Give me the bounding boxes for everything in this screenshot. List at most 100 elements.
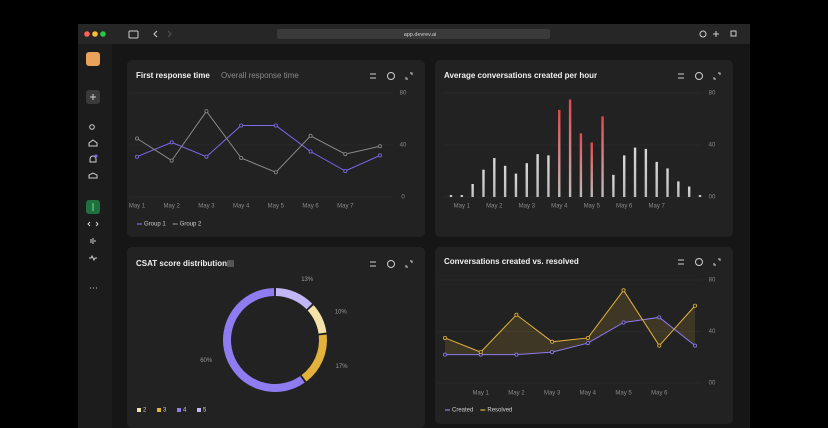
- x-tick-label: May 2: [508, 391, 525, 397]
- panel: [127, 60, 425, 237]
- filter-icon[interactable]: [370, 261, 376, 267]
- data-point: [442, 352, 447, 357]
- avatar[interactable]: [86, 52, 100, 66]
- expand-icon[interactable]: [405, 260, 413, 268]
- bar: [590, 142, 593, 197]
- maximize-button[interactable]: [100, 31, 106, 37]
- url-bar[interactable]: [277, 29, 550, 39]
- y-tick-label: 40: [709, 329, 716, 335]
- pie-slice: [307, 305, 327, 334]
- legend-label: Group 2: [180, 222, 202, 228]
- pie-slice: [301, 334, 327, 382]
- sidebar: [78, 44, 112, 428]
- x-tick-label: May 4: [233, 204, 250, 210]
- sidebar-toggle[interactable]: [128, 30, 139, 39]
- bar: [698, 195, 702, 197]
- data-point: [550, 350, 555, 355]
- data-point: [273, 170, 278, 175]
- filter-icon[interactable]: [678, 73, 684, 79]
- x-tick-label: May 2: [164, 204, 181, 210]
- info-icon[interactable]: [227, 260, 234, 267]
- series-line: [136, 125, 381, 172]
- activity-icon[interactable]: [89, 254, 97, 262]
- data-point: [204, 154, 209, 159]
- code-icon[interactable]: [87, 221, 99, 227]
- legend-label: 3: [163, 408, 167, 414]
- data-point: [514, 352, 519, 357]
- data-point: [657, 315, 662, 320]
- bar: [633, 147, 637, 197]
- audio-icon[interactable]: [90, 238, 96, 244]
- notifications-icon[interactable]: [89, 155, 97, 163]
- bar: [655, 161, 658, 197]
- legend-swatch: [157, 408, 161, 412]
- y-tick-label: 40: [709, 143, 716, 149]
- help-icon[interactable]: [695, 258, 703, 266]
- chart-title: Average conversations created per hour: [444, 71, 597, 80]
- x-tick-label: May 6: [616, 204, 633, 210]
- bar: [601, 116, 604, 197]
- data-point: [239, 123, 244, 128]
- minimize-button[interactable]: [92, 31, 98, 37]
- home-icon[interactable]: [88, 139, 98, 147]
- pie-slice: [223, 288, 305, 393]
- chart-tab[interactable]: Overall response time: [221, 71, 299, 80]
- close-button[interactable]: [84, 31, 90, 37]
- data-point: [169, 158, 174, 163]
- search-icon[interactable]: [89, 124, 95, 130]
- x-tick-label: May 1: [473, 391, 490, 397]
- expand-icon[interactable]: [713, 258, 721, 266]
- bar: [644, 148, 648, 197]
- bar: [536, 154, 539, 197]
- new-tab-button[interactable]: [713, 31, 719, 37]
- data-point: [693, 303, 698, 308]
- tabs-button[interactable]: [730, 30, 737, 37]
- data-point: [585, 335, 590, 340]
- expand-icon[interactable]: [405, 72, 413, 80]
- data-label: 17%: [336, 364, 349, 370]
- data-point: [585, 341, 590, 346]
- chart-title: CSAT score distribution: [136, 259, 227, 268]
- inbox-icon[interactable]: [88, 172, 98, 179]
- fill-between: [445, 290, 695, 355]
- bar: [503, 165, 507, 197]
- forward-button[interactable]: [167, 30, 172, 38]
- x-tick-label: May 6: [651, 391, 668, 397]
- pie-slice: [275, 288, 313, 310]
- help-icon[interactable]: [695, 72, 703, 80]
- bar: [471, 184, 474, 197]
- data-label: 10%: [335, 309, 348, 315]
- filter-icon[interactable]: [370, 73, 376, 79]
- legend-label: 4: [183, 408, 187, 414]
- legend-swatch: [137, 408, 141, 412]
- x-tick-label: May 1: [129, 204, 146, 210]
- bar: [460, 195, 464, 197]
- data-point: [204, 109, 209, 114]
- panel: [435, 60, 733, 237]
- y-tick-label: 00: [709, 195, 716, 201]
- x-tick-label: May 2: [486, 204, 503, 210]
- data-label: 60%: [200, 358, 213, 364]
- expand-icon[interactable]: [713, 72, 721, 80]
- notification-dot: [94, 154, 98, 158]
- bar: [677, 181, 680, 197]
- data-label: 13%: [301, 277, 314, 283]
- y-tick-label: 40: [400, 143, 407, 149]
- download-button[interactable]: [699, 30, 707, 38]
- legend-swatch: [197, 408, 201, 412]
- bar: [558, 109, 561, 197]
- data-point: [343, 152, 348, 157]
- bar: [514, 173, 518, 197]
- bar: [623, 155, 626, 197]
- help-icon[interactable]: [387, 72, 395, 80]
- data-point: [308, 149, 313, 154]
- help-icon[interactable]: [387, 260, 395, 268]
- legend-label: Resolved: [487, 408, 512, 414]
- back-button[interactable]: [153, 30, 158, 38]
- filter-icon[interactable]: [678, 259, 684, 265]
- x-tick-label: May 3: [544, 391, 561, 397]
- data-point: [273, 123, 278, 128]
- y-tick-label: 80: [709, 91, 716, 97]
- x-tick-label: May 3: [198, 204, 215, 210]
